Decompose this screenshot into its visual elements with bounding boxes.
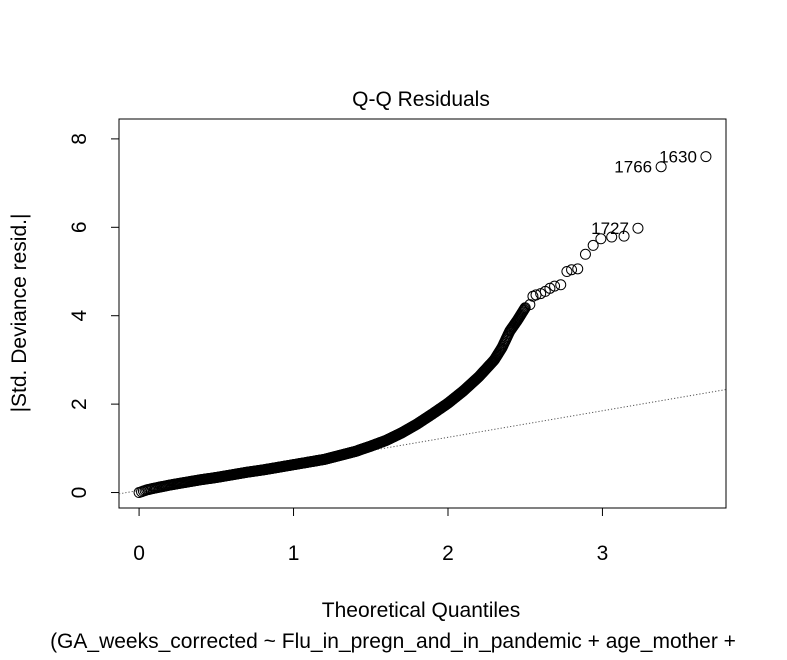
data-point bbox=[579, 248, 591, 260]
annotation-layer: 1630 1766 1727 bbox=[591, 148, 697, 239]
data-point bbox=[517, 305, 529, 317]
data-point bbox=[555, 279, 567, 291]
y-tick-label: 0 bbox=[68, 487, 91, 499]
data-point bbox=[606, 231, 618, 243]
x-tick-label: 1 bbox=[288, 542, 300, 565]
subtitle-label: (GA_weeks_corrected ~ Flu_in_pregn_and_i… bbox=[50, 630, 736, 653]
data-point bbox=[700, 151, 712, 163]
points-layer bbox=[133, 151, 712, 499]
data-point bbox=[632, 222, 644, 234]
point-annotation: 1727 bbox=[591, 219, 629, 238]
data-point bbox=[572, 263, 584, 275]
point-annotation: 1630 bbox=[659, 148, 697, 167]
y-tick-label: 8 bbox=[68, 133, 91, 145]
data-point bbox=[530, 289, 542, 301]
x-tick-label: 0 bbox=[133, 542, 145, 565]
data-point bbox=[595, 233, 607, 245]
data-point bbox=[655, 161, 667, 173]
x-tick-label: 3 bbox=[597, 542, 609, 565]
y-tick-label: 2 bbox=[68, 398, 91, 410]
x-axis-label: Theoretical Quantiles bbox=[322, 599, 520, 622]
y-tick-label: 4 bbox=[68, 310, 91, 322]
y-axis-label: |Std. Deviance resid.| bbox=[8, 214, 31, 413]
x-tick-label: 2 bbox=[442, 542, 454, 565]
data-point bbox=[561, 266, 573, 278]
chart-title: Q-Q Residuals bbox=[352, 88, 490, 111]
point-annotation: 1766 bbox=[614, 158, 652, 177]
data-point bbox=[566, 264, 578, 276]
data-point bbox=[618, 230, 630, 242]
y-tick-label: 6 bbox=[68, 221, 91, 233]
data-point bbox=[587, 239, 599, 251]
axis-layer: 0 1 2 3 0 2 4 6 8 bbox=[68, 133, 608, 565]
data-point bbox=[549, 280, 561, 292]
